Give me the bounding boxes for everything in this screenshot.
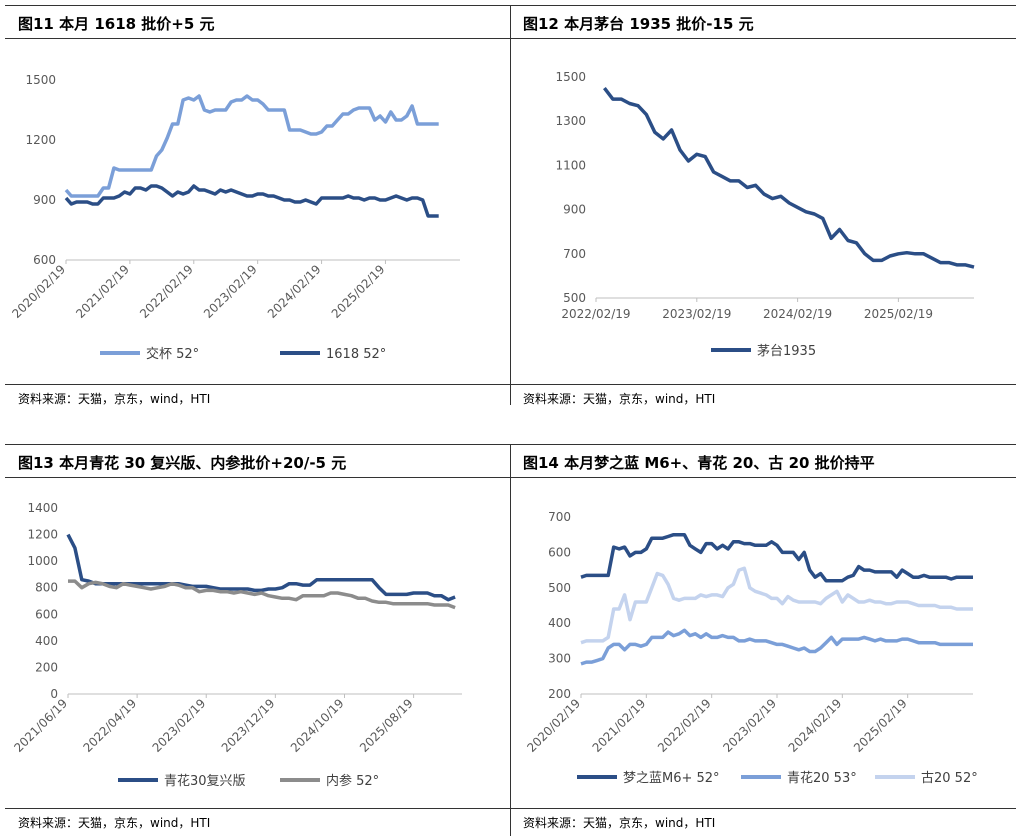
x-tick-label: 2021/02/19 xyxy=(73,262,132,321)
source-note-2: 资料来源：天猫，京东，wind，HTI xyxy=(523,392,716,406)
y-tick-label: 900 xyxy=(563,203,586,217)
x-tick-label: 2021/02/19 xyxy=(590,696,649,755)
series-line-1 xyxy=(64,94,439,198)
y-tick-label: 700 xyxy=(548,510,571,524)
y-tick-label: 200 xyxy=(548,687,571,701)
y-tick-label: 500 xyxy=(563,291,586,305)
x-tick-label: 2022/04/19 xyxy=(80,696,139,755)
legend-label: 内参 52° xyxy=(326,773,379,789)
source-note-4: 资料来源：天猫，京东，wind，HTI xyxy=(523,816,716,830)
x-tick-label: 2020/02/19 xyxy=(524,696,583,755)
chart-title-4: 图14 本月梦之蓝 M6+、青花 20、古 20 批价持平 xyxy=(523,454,875,472)
x-tick-label: 2024/02/19 xyxy=(265,262,324,321)
series-line-1 xyxy=(66,533,456,602)
series-line-1 xyxy=(580,532,973,583)
y-tick-label: 700 xyxy=(563,247,586,261)
chart-title-3: 图13 本月青花 30 复兴版、内参批价+20/-5 元 xyxy=(18,454,347,472)
legend-label: 青花20 53° xyxy=(787,770,857,786)
x-tick-label: 2024/02/19 xyxy=(786,696,845,755)
legend-label: 交杯 52° xyxy=(146,346,199,362)
series-line-2 xyxy=(64,184,439,218)
x-tick-label: 2023/02/19 xyxy=(720,696,779,755)
series-line-3 xyxy=(580,566,973,645)
frame-divider xyxy=(510,5,511,405)
chart-title-2: 图12 本月茅台 1935 批价-15 元 xyxy=(523,15,754,33)
x-tick-label: 2020/02/19 xyxy=(9,262,68,321)
y-tick-label: 900 xyxy=(33,193,56,207)
y-tick-label: 600 xyxy=(35,607,58,621)
y-tick-label: 1500 xyxy=(25,73,56,87)
legend-label: 青花30复兴版 xyxy=(164,773,246,789)
x-tick-label: 2023/02/19 xyxy=(201,262,260,321)
x-tick-label: 2025/02/19 xyxy=(864,307,933,321)
x-tick-label: 2024/10/19 xyxy=(288,696,347,755)
x-tick-label: 2023/02/19 xyxy=(150,696,209,755)
x-tick-label: 2025/02/19 xyxy=(851,696,910,755)
y-tick-label: 1200 xyxy=(27,528,58,542)
x-tick-label: 2023/12/19 xyxy=(219,696,278,755)
chart-2: 500 700 900 1100 1300 1500 2022/02/19 2023/02/1… xyxy=(555,70,975,359)
x-tick-label: 2023/02/19 xyxy=(662,307,731,321)
x-tick-label: 2022/02/19 xyxy=(655,696,714,755)
legend-label: 古20 52° xyxy=(921,771,978,786)
chart-1: 600 900 1200 1500 2020/02/19 2021/02/19 2022/0… xyxy=(9,73,460,362)
source-note-3: 资料来源：天猫，京东，wind，HTI xyxy=(18,816,211,830)
frame-divider xyxy=(510,444,511,836)
y-tick-label: 500 xyxy=(548,581,571,595)
y-tick-label: 600 xyxy=(33,253,56,267)
y-tick-label: 400 xyxy=(548,616,571,630)
x-tick-label: 2025/02/19 xyxy=(329,262,388,321)
x-tick-label: 2021/06/19 xyxy=(11,696,70,755)
chart-title-1: 图11 本月 1618 批价+5 元 xyxy=(18,15,215,33)
series-line-2 xyxy=(580,628,973,666)
y-tick-label: 1300 xyxy=(555,114,586,128)
legend-label: 梦之蓝M6+ 52° xyxy=(623,771,720,786)
legend-label: 茅台1935 xyxy=(757,344,816,359)
x-tick-label: 2022/02/19 xyxy=(561,307,630,321)
series-line-1 xyxy=(603,87,975,269)
source-note-1: 资料来源：天猫，京东，wind，HTI xyxy=(18,392,211,406)
y-tick-label: 200 xyxy=(35,660,58,674)
x-tick-label: 2025/08/19 xyxy=(357,696,416,755)
chart-3: 0 200 400 600 800 1000 1200 1400 2021/06/19 2022/… xyxy=(11,501,462,789)
y-tick-label: 1200 xyxy=(25,133,56,147)
legend-label: 1618 52° xyxy=(326,347,386,362)
y-tick-label: 400 xyxy=(35,634,58,648)
y-tick-label: 0 xyxy=(50,687,58,701)
y-tick-label: 600 xyxy=(548,545,571,559)
y-tick-label: 1400 xyxy=(27,501,58,515)
x-tick-label: 2022/02/19 xyxy=(137,262,196,321)
x-tick-label: 2024/02/19 xyxy=(763,307,832,321)
y-tick-label: 300 xyxy=(548,652,571,666)
y-tick-label: 800 xyxy=(35,581,58,595)
series-line-2 xyxy=(68,579,456,610)
y-tick-label: 1100 xyxy=(555,158,586,172)
y-tick-label: 1000 xyxy=(27,554,58,568)
y-tick-label: 1500 xyxy=(555,70,586,84)
